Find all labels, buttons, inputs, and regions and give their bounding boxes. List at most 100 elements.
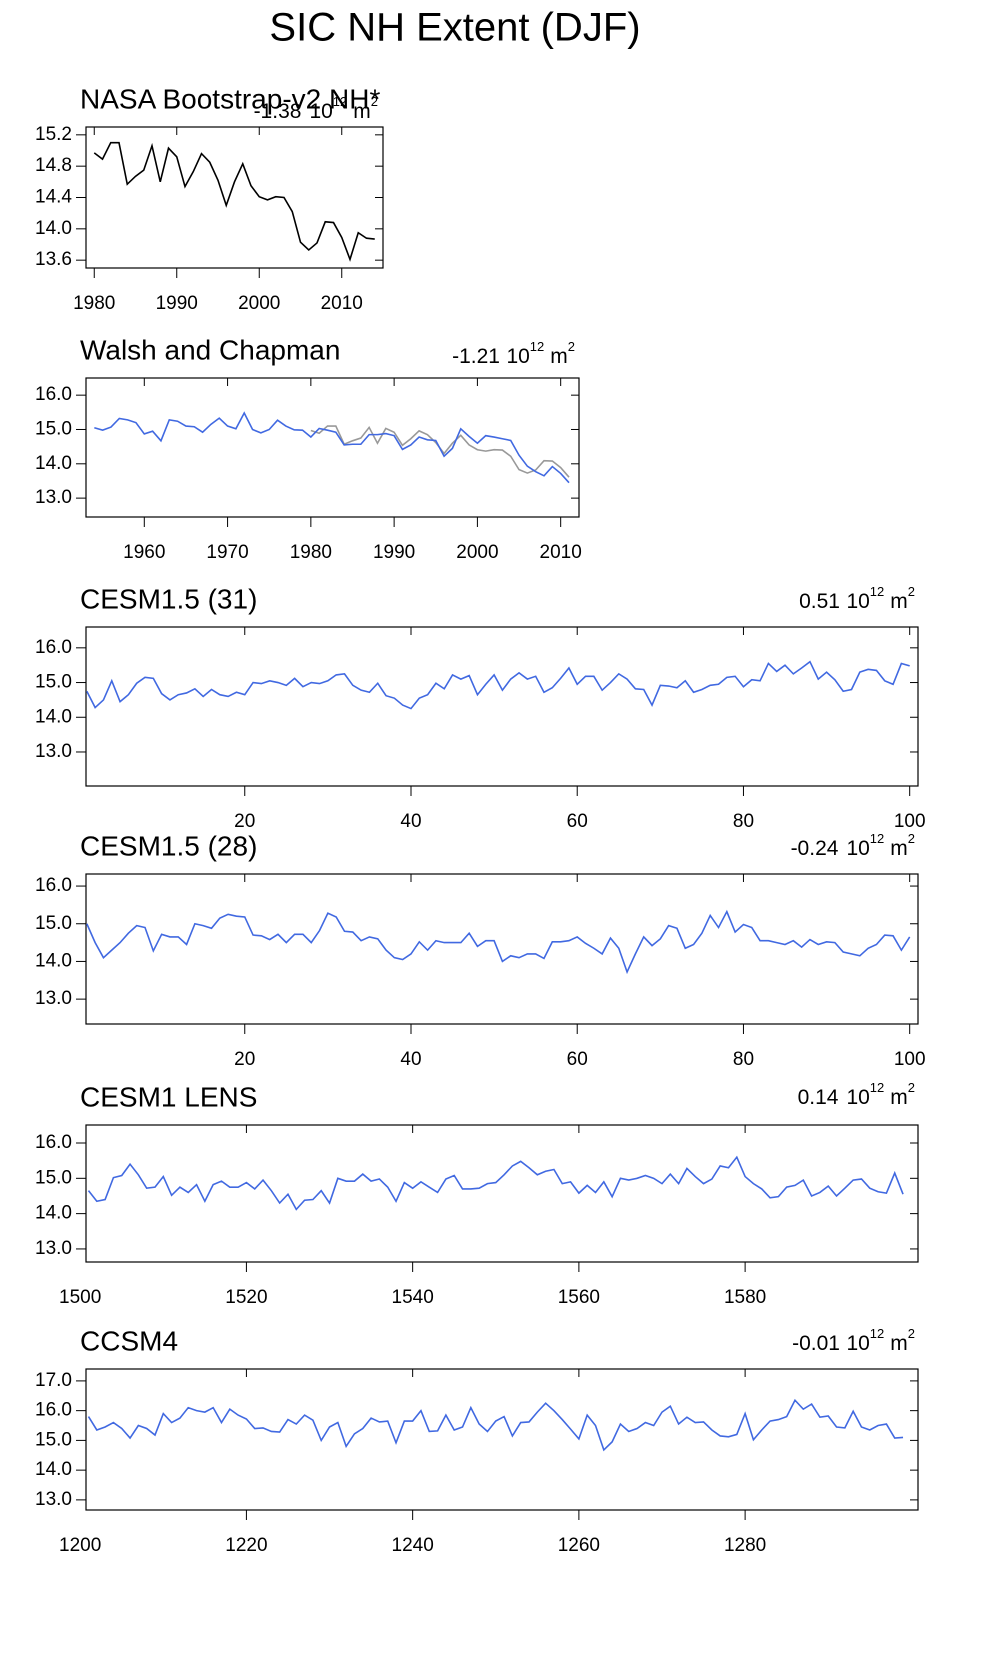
trend-annotation: -1.38 1012 m2 (254, 94, 378, 122)
x-tick-label: 2010 (321, 293, 363, 314)
trend-unit-exponent: 2 (908, 831, 915, 846)
trend-value: -1.38 (254, 100, 302, 123)
x-tick-label: 2010 (540, 542, 582, 563)
x-tick-label: 40 (400, 1049, 421, 1070)
y-tick-label: 14.0 (35, 453, 72, 474)
y-tick-label: 16.0 (35, 637, 72, 658)
x-tick-label: 1560 (558, 1287, 600, 1308)
trend-scale-exponent: 12 (870, 831, 884, 846)
trend-unit: m (890, 837, 908, 860)
x-tick-label: 80 (733, 811, 754, 832)
y-tick-label: 16.0 (35, 875, 72, 896)
panel-title: NASA Bootstrap-v2 NH* (80, 83, 380, 114)
x-tick-label: 1980 (73, 293, 115, 314)
y-tick-label: 13.0 (35, 1489, 72, 1510)
plot-frame (85, 626, 919, 787)
plot-frame (85, 377, 580, 518)
trend-value: 0.14 (798, 1086, 839, 1109)
x-tick-label: 1500 (59, 1287, 101, 1308)
trend-value: 0.51 (799, 590, 839, 613)
trend-scale: 10 (506, 345, 529, 368)
trend-value: -0.24 (791, 837, 839, 860)
trend-value: -0.01 (792, 1332, 839, 1355)
panel-title: CESM1.5 (28) (80, 830, 257, 861)
x-tick-label: 100 (894, 811, 926, 832)
trend-value: -1.21 (452, 345, 499, 368)
trend-unit-exponent: 2 (371, 94, 378, 109)
y-tick-label: 14.0 (35, 1203, 72, 1224)
plot-frame (85, 1124, 919, 1263)
y-tick-label: 15.0 (35, 672, 72, 693)
x-tick-label: 1240 (392, 1535, 434, 1556)
y-tick-label: 15.0 (35, 1429, 72, 1450)
trend-unit-exponent: 2 (908, 1080, 915, 1095)
y-tick-label: 16.0 (35, 1132, 72, 1153)
x-tick-label: 1280 (724, 1535, 766, 1556)
series-line (87, 1155, 904, 1211)
y-tick-label: 16.0 (35, 384, 72, 405)
x-tick-label: 1220 (225, 1535, 267, 1556)
y-tick-label: 13.0 (35, 988, 72, 1009)
y-tick-label: 15.0 (35, 913, 72, 934)
y-tick-label: 15.0 (35, 418, 72, 439)
trend-unit: m (890, 1086, 908, 1109)
trend-annotation: -1.21 1012 m2 (452, 339, 575, 367)
trend-unit: m (550, 345, 568, 368)
x-tick-label: 1990 (373, 542, 415, 563)
plot-frame (85, 873, 919, 1025)
trend-unit: m (890, 590, 908, 613)
trend-scale-exponent: 12 (870, 1080, 884, 1095)
trend-scale-exponent: 12 (333, 94, 347, 109)
series-line (86, 660, 910, 710)
series-line (310, 425, 570, 478)
trend-annotation: -0.24 1012 m2 (791, 831, 915, 859)
series-line (86, 909, 911, 975)
panel-title: CESM1.5 (31) (80, 583, 257, 614)
y-tick-label: 13.0 (35, 741, 72, 762)
x-tick-label: 100 (894, 1049, 926, 1070)
trend-unit: m (353, 100, 371, 123)
x-tick-label: 20 (234, 811, 255, 832)
x-tick-label: 2000 (238, 293, 280, 314)
y-tick-label: 13.0 (35, 487, 72, 508)
series-line (94, 411, 570, 484)
trend-scale: 10 (309, 100, 332, 123)
x-tick-label: 1980 (290, 542, 332, 563)
trend-scale-exponent: 12 (870, 584, 884, 599)
plot-frame (85, 126, 384, 269)
y-tick-label: 14.0 (35, 706, 72, 727)
panel-title: Walsh and Chapman (80, 334, 340, 365)
x-tick-label: 1540 (392, 1287, 434, 1308)
y-tick-label: 16.0 (35, 1400, 72, 1421)
x-tick-label: 60 (567, 1049, 588, 1070)
y-tick-label: 14.8 (35, 155, 72, 176)
trend-scale: 10 (846, 837, 869, 860)
y-tick-label: 14.0 (35, 950, 72, 971)
y-tick-label: 13.6 (35, 249, 72, 270)
x-tick-label: 20 (234, 1049, 255, 1070)
panel-title: CESM1 LENS (80, 1081, 257, 1112)
trend-scale: 10 (846, 1332, 869, 1355)
x-tick-label: 80 (733, 1049, 754, 1070)
x-tick-label: 1200 (59, 1535, 101, 1556)
trend-unit-exponent: 2 (568, 339, 575, 354)
panel-title: CCSM4 (80, 1325, 178, 1356)
x-tick-label: 40 (400, 811, 421, 832)
x-tick-label: 1260 (558, 1535, 600, 1556)
y-tick-label: 14.4 (35, 187, 72, 208)
y-tick-label: 15.2 (35, 124, 72, 145)
x-tick-label: 1960 (123, 542, 165, 563)
y-tick-label: 13.0 (35, 1238, 72, 1259)
x-tick-label: 1520 (225, 1287, 267, 1308)
trend-annotation: 0.14 1012 m2 (798, 1080, 915, 1108)
y-tick-label: 17.0 (35, 1370, 72, 1391)
y-tick-label: 15.0 (35, 1167, 72, 1188)
x-tick-label: 1990 (156, 293, 198, 314)
plot-frame (85, 1368, 919, 1511)
trend-annotation: -0.01 1012 m2 (792, 1326, 915, 1354)
series-line (93, 141, 375, 262)
figure-title: SIC NH Extent (DJF) (269, 6, 640, 50)
trend-scale-exponent: 12 (870, 1326, 884, 1341)
